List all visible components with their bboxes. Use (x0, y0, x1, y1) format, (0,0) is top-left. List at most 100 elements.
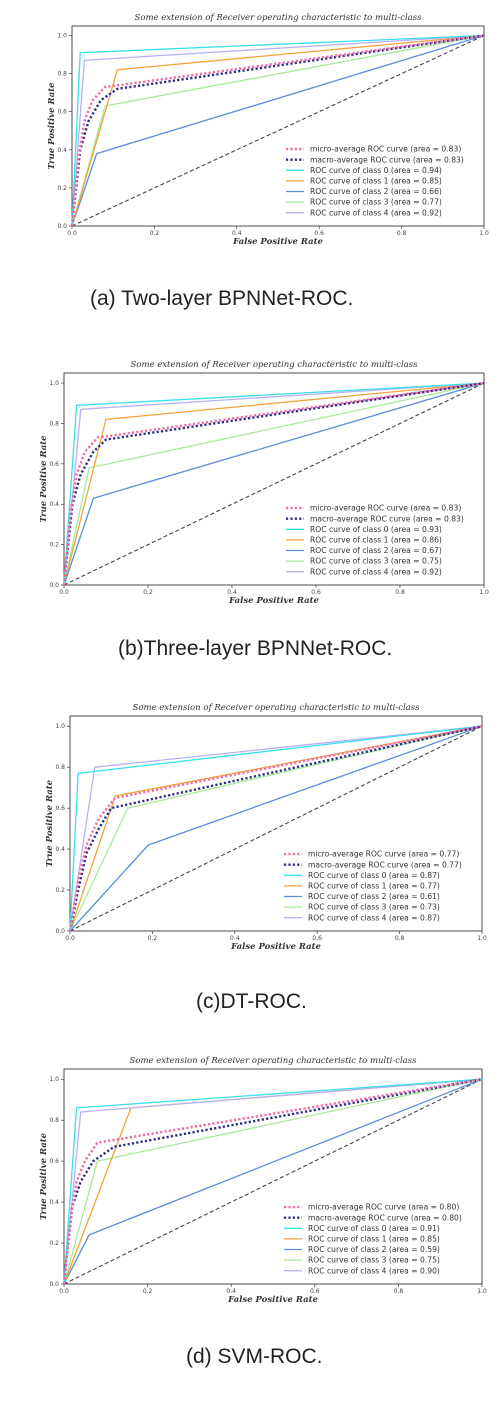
series-line-micro (68, 725, 483, 932)
x-tick-label: 0.6 (310, 1288, 320, 1295)
figure-caption: (a) Two-layer BPNNet-ROC. (90, 287, 354, 310)
y-tick-label: 1.0 (49, 380, 59, 387)
y-tick-label: 1.0 (57, 33, 67, 40)
x-tick-label: 0.8 (397, 230, 407, 237)
y-tick-label: 0.0 (49, 1281, 59, 1288)
series-line-class2 (63, 382, 485, 586)
chart-panel-3: Some extension of Receiver operating cha… (0, 1043, 500, 1383)
legend-label-class0: ROC curve of class 0 (area = 0.87) (308, 871, 440, 880)
series-line-diagonal (69, 725, 483, 932)
legend-label-class1: ROC curve of class 1 (area = 0.85) (310, 177, 442, 186)
y-tick-label: 0.6 (55, 805, 65, 812)
series-line-class1 (71, 34, 485, 227)
x-tick-label: 0.6 (312, 935, 322, 942)
roc-chart-2: Some extension of Receiver operating cha… (45, 703, 487, 952)
x-tick-label: 0.4 (227, 589, 237, 596)
chart-title: Some extension of Receiver operating cha… (133, 703, 421, 713)
y-tick-label: 0.2 (57, 185, 67, 192)
legend-label-micro: micro-average ROC curve (area = 0.80) (308, 1203, 459, 1212)
plot-area (69, 715, 483, 932)
series-line-class0 (63, 382, 485, 586)
legend-label-class3: ROC curve of class 3 (area = 0.75) (310, 557, 442, 566)
legend-label-class4: ROC curve of class 4 (area = 0.92) (310, 567, 442, 576)
series-line-macro (70, 34, 485, 227)
x-tick-label: 0.4 (232, 230, 242, 237)
legend: micro-average ROC curve (area = 0.80)mac… (284, 1203, 462, 1275)
series-line-class3 (69, 725, 483, 932)
legend-label-macro: macro-average ROC curve (area = 0.77) (308, 860, 462, 869)
legend-label-class2: ROC curve of class 2 (area = 0.59) (308, 1245, 440, 1254)
legend: micro-average ROC curve (area = 0.83)mac… (286, 145, 464, 217)
series-line-class2 (71, 34, 485, 227)
figure-caption: (c)DT-ROC. (196, 990, 307, 1013)
series-line-class3 (63, 1078, 483, 1285)
legend-label-class1: ROC curve of class 1 (area = 0.86) (310, 536, 442, 545)
legend-label-class3: ROC curve of class 3 (area = 0.75) (308, 1256, 440, 1265)
chart-title: Some extension of Receiver operating cha… (131, 360, 419, 370)
x-tick-label: 0.8 (394, 1288, 404, 1295)
x-tick-label: 1.0 (479, 589, 489, 596)
x-tick-label: 0.8 (395, 935, 405, 942)
legend-label-class1: ROC curve of class 1 (area = 0.77) (308, 882, 440, 891)
series-line-class4 (71, 34, 485, 227)
x-tick-label: 0.0 (59, 589, 69, 596)
y-tick-label: 0.4 (57, 147, 67, 154)
series-line-class0 (69, 725, 483, 932)
y-tick-label: 0.6 (49, 461, 59, 468)
y-tick-label: 0.2 (49, 1240, 59, 1247)
legend-label-class1: ROC curve of class 1 (area = 0.85) (308, 1235, 440, 1244)
x-axis-label: False Positive Rate (228, 596, 319, 606)
legend-label-class3: ROC curve of class 3 (area = 0.73) (308, 903, 440, 912)
chart-title: Some extension of Receiver operating cha… (130, 1056, 418, 1066)
legend-label-micro: micro-average ROC curve (area = 0.77) (308, 850, 459, 859)
series-line-micro (62, 381, 485, 586)
legend-label-macro: macro-average ROC curve (area = 0.80) (308, 1213, 462, 1222)
y-tick-label: 0.4 (49, 1199, 59, 1206)
y-tick-label: 0.6 (49, 1158, 59, 1165)
series-line-class3 (63, 382, 485, 586)
figure-caption: (b)Three-layer BPNNet-ROC. (118, 637, 393, 660)
legend-label-class2: ROC curve of class 2 (area = 0.67) (310, 546, 442, 555)
x-tick-label: 0.6 (311, 589, 321, 596)
roc-chart-0: Some extension of Receiver operating cha… (47, 13, 489, 247)
legend-label-class4: ROC curve of class 4 (area = 0.92) (310, 208, 442, 217)
series-line-micro (62, 1078, 483, 1285)
y-tick-label: 0.2 (49, 542, 59, 549)
x-tick-label: 0.2 (143, 1288, 153, 1295)
series-line-class1 (63, 382, 485, 586)
plot-area (63, 372, 485, 586)
legend-label-micro: micro-average ROC curve (area = 0.83) (310, 504, 461, 513)
chart-panel-1: Some extension of Receiver operating cha… (0, 348, 500, 688)
plot-area (63, 1068, 483, 1285)
chart-panel-2: Some extension of Receiver operating cha… (0, 690, 500, 1030)
y-tick-label: 0.0 (57, 223, 67, 230)
legend-label-class0: ROC curve of class 0 (area = 0.94) (310, 166, 442, 175)
y-axis-label: True Positive Rate (39, 435, 49, 523)
y-tick-label: 0.0 (49, 582, 59, 589)
x-tick-label: 0.0 (59, 1288, 69, 1295)
y-tick-label: 0.8 (49, 420, 59, 427)
x-axis-label: False Positive Rate (227, 1295, 318, 1305)
x-tick-label: 0.2 (150, 230, 160, 237)
legend-label-class0: ROC curve of class 0 (area = 0.93) (310, 525, 442, 534)
x-tick-label: 1.0 (477, 935, 487, 942)
y-axis-label: True Positive Rate (47, 82, 57, 170)
y-tick-label: 1.0 (49, 1076, 59, 1083)
y-tick-label: 0.4 (55, 846, 65, 853)
legend: micro-average ROC curve (area = 0.83)mac… (286, 504, 464, 576)
legend: micro-average ROC curve (area = 0.77)mac… (284, 850, 462, 922)
chart-panel-0: Some extension of Receiver operating cha… (0, 0, 500, 340)
x-tick-label: 1.0 (477, 1288, 487, 1295)
series-line-class0 (71, 34, 485, 227)
y-tick-label: 0.6 (57, 109, 67, 116)
figure-caption: (d) SVM-ROC. (186, 1345, 323, 1368)
chart-title: Some extension of Receiver operating cha… (135, 13, 423, 23)
x-tick-label: 1.0 (479, 230, 489, 237)
y-tick-label: 0.8 (57, 71, 67, 78)
plot-area (71, 25, 485, 227)
legend-label-class2: ROC curve of class 2 (area = 0.61) (308, 892, 440, 901)
y-tick-label: 0.4 (49, 501, 59, 508)
series-line-diagonal (71, 35, 485, 227)
x-tick-label: 0.8 (395, 589, 405, 596)
y-tick-label: 1.0 (55, 723, 65, 730)
